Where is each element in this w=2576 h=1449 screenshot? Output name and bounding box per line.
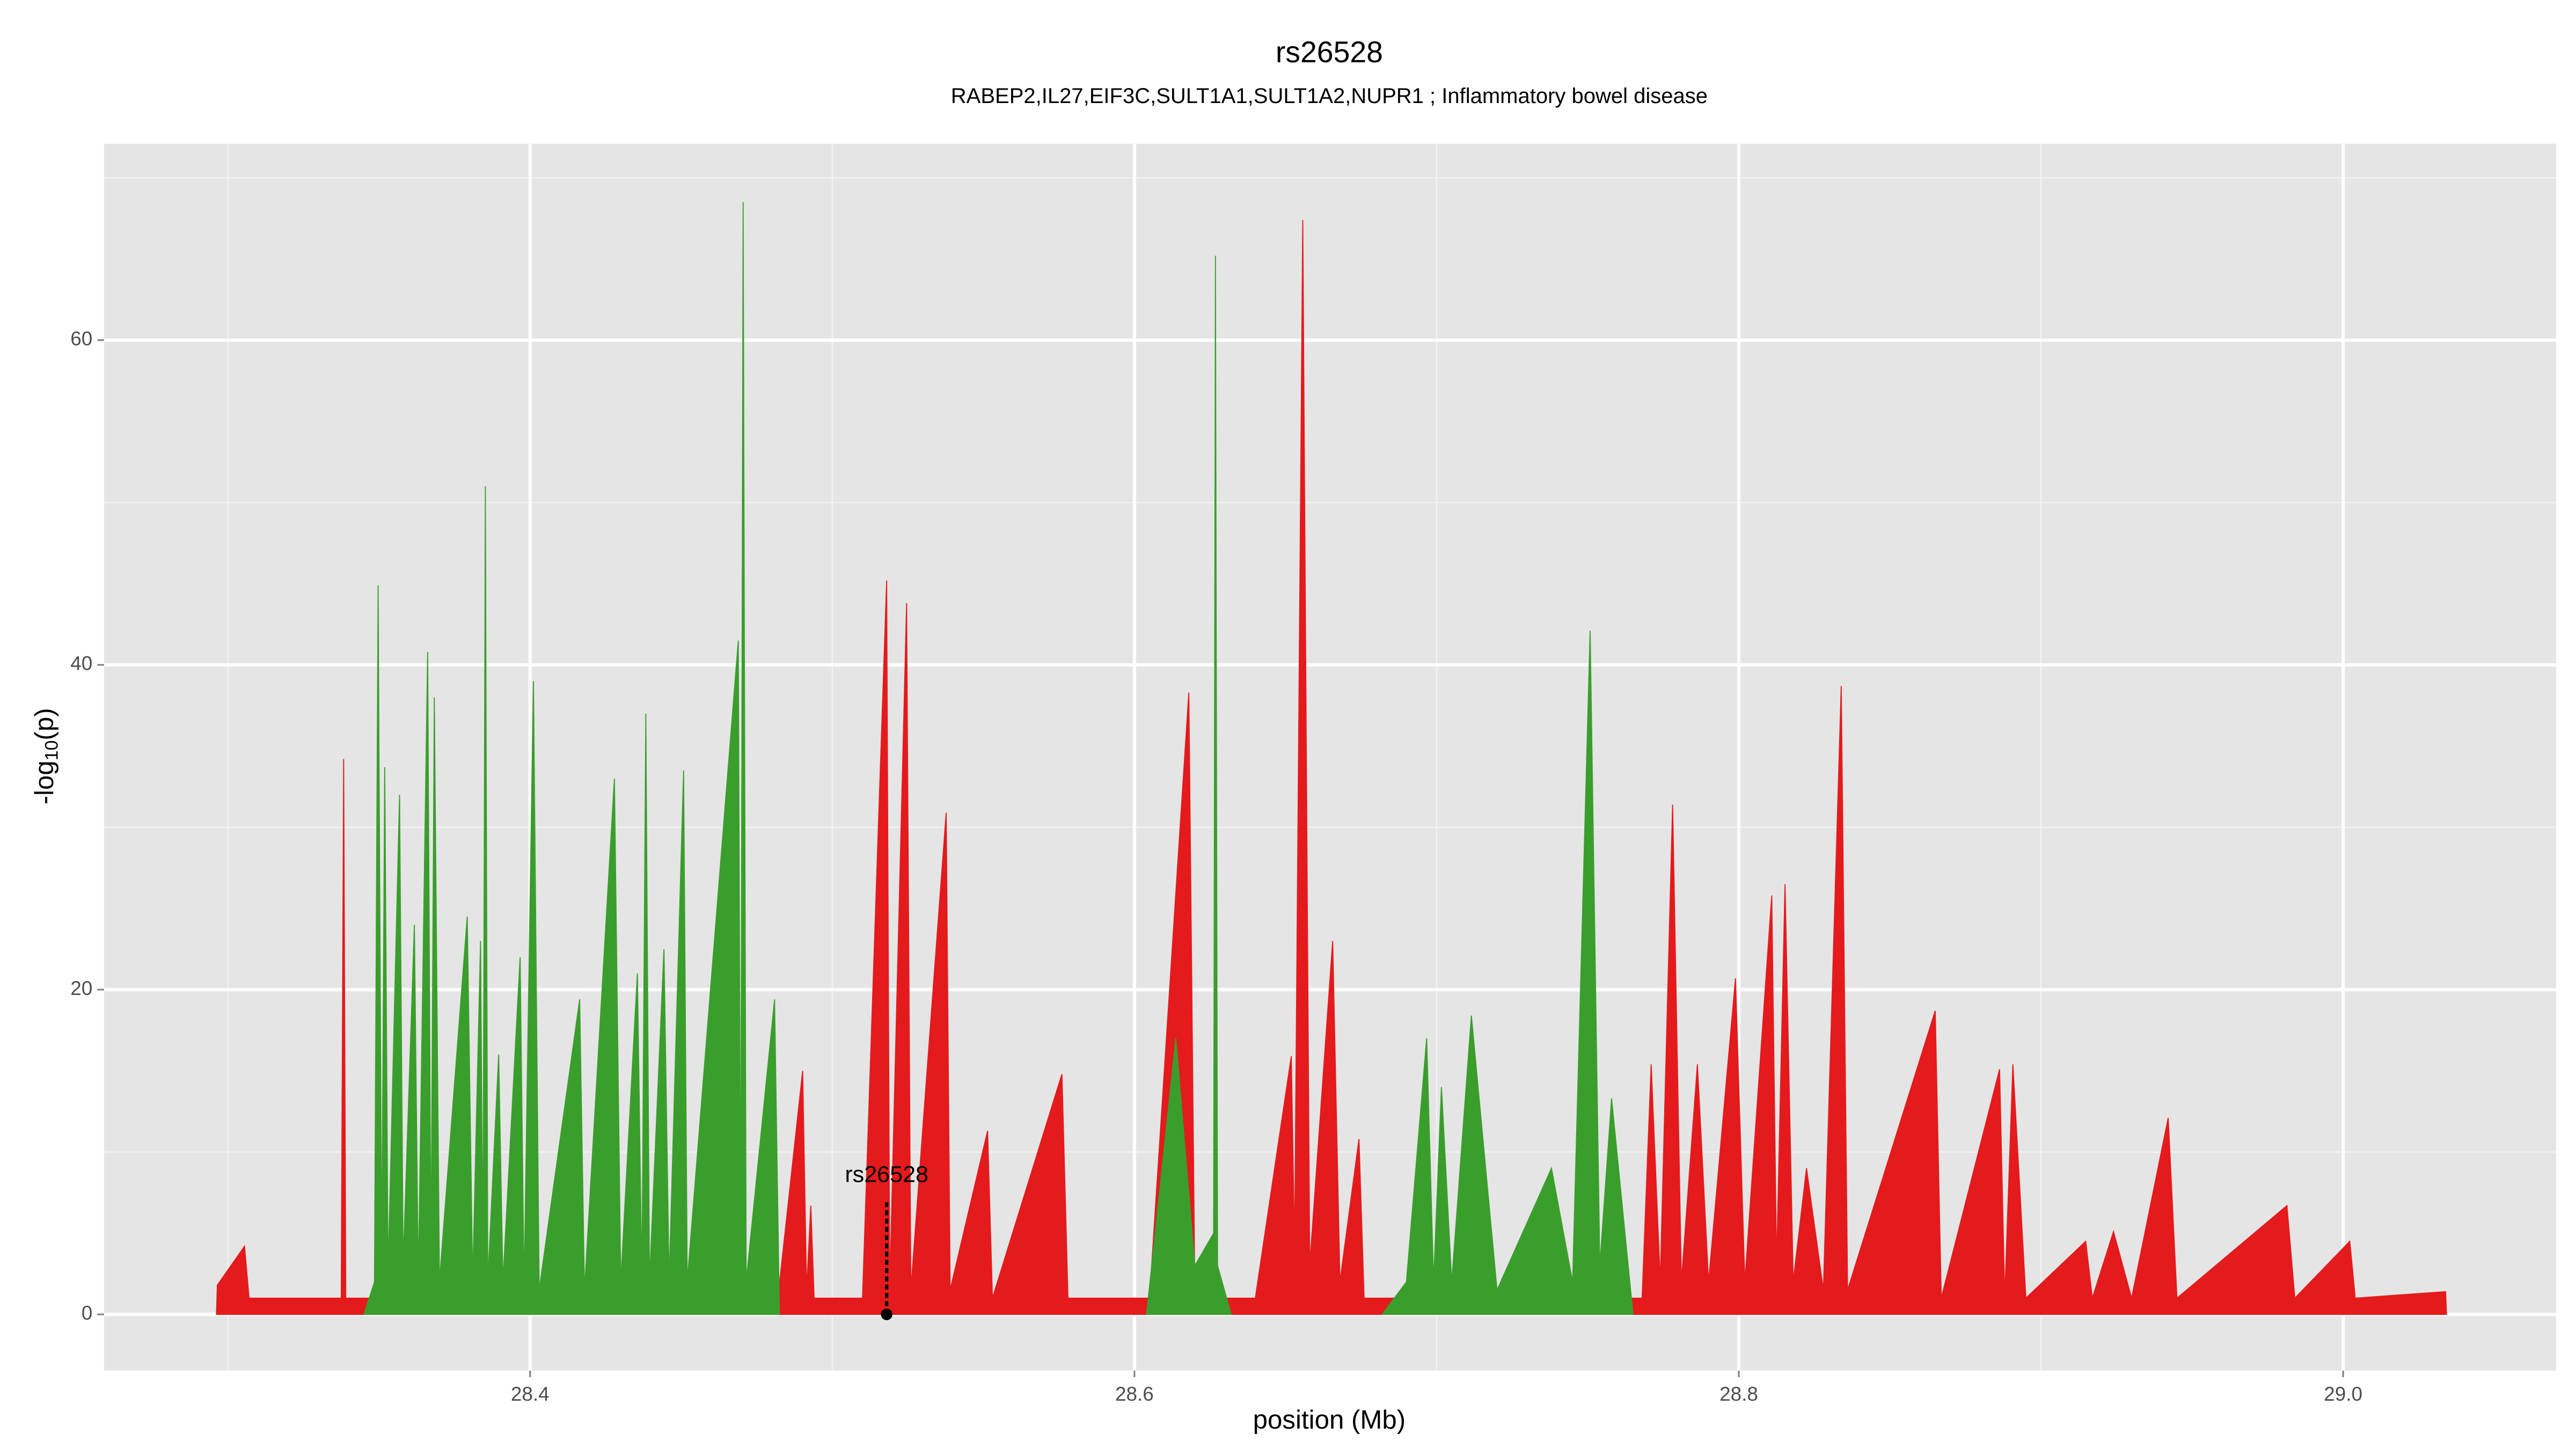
x-tick-label: 28.6 [1115, 1383, 1154, 1405]
y-label-subscript: 10 [41, 740, 62, 760]
area [1381, 631, 1634, 1315]
chart-title: rs26528 [1276, 35, 1383, 69]
annotation-label: rs26528 [845, 1162, 928, 1188]
x-tick-label: 28.8 [1719, 1383, 1758, 1405]
y-label-part: (p) [30, 708, 59, 740]
y-tick-label: 60 [70, 328, 92, 350]
y-tick-label: 20 [70, 977, 92, 999]
area [216, 219, 2447, 1315]
area [1146, 255, 1232, 1315]
annotation-point [881, 1308, 892, 1320]
marks: rs26528 [216, 202, 2447, 1320]
y-axis-label: -log10(p) [30, 708, 62, 804]
chart-subtitle: RABEP2,IL27,EIF3C,SULT1A1,SULT1A2,NUPR1 … [951, 84, 1708, 108]
x-tick-label: 29.0 [2324, 1383, 2362, 1405]
x-tick-label: 28.4 [511, 1383, 550, 1405]
area [363, 202, 780, 1315]
y-label-part: -log [30, 760, 59, 804]
x-axis-label: position (Mb) [1253, 1405, 1406, 1435]
y-tick-label: 40 [70, 653, 92, 675]
y-tick-label: 0 [82, 1302, 93, 1324]
axes: 28.4 28.6 28.8 29.0 0 20 40 60 [70, 328, 2362, 1405]
